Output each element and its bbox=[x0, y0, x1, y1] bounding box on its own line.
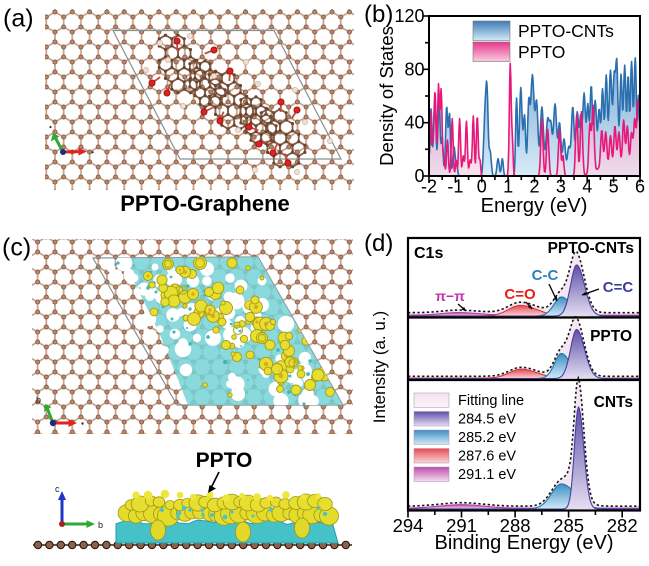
svg-text:282: 282 bbox=[607, 515, 638, 536]
svg-text:C1s: C1s bbox=[414, 245, 443, 262]
svg-text:Density of States: Density of States bbox=[376, 26, 397, 166]
svg-text:(b): (b) bbox=[364, 1, 393, 28]
svg-text:-1: -1 bbox=[447, 177, 463, 197]
svg-text:287.6 eV: 287.6 eV bbox=[458, 449, 516, 465]
svg-text:120: 120 bbox=[394, 6, 424, 26]
svg-text:80: 80 bbox=[404, 59, 424, 79]
svg-text:Energy (eV): Energy (eV) bbox=[481, 195, 588, 217]
svg-text:-2: -2 bbox=[421, 177, 437, 197]
svg-text:C-C: C-C bbox=[532, 267, 559, 284]
svg-text:291: 291 bbox=[446, 515, 477, 536]
svg-text:PPTO: PPTO bbox=[518, 42, 565, 62]
svg-text:b: b bbox=[36, 395, 41, 405]
svg-text:288: 288 bbox=[500, 515, 531, 536]
svg-text:Binding Energy (eV): Binding Energy (eV) bbox=[435, 532, 614, 554]
svg-text:(d): (d) bbox=[364, 230, 393, 257]
svg-text:294: 294 bbox=[393, 515, 424, 536]
svg-text:3: 3 bbox=[556, 177, 566, 197]
svg-text:Fitting line: Fitting line bbox=[458, 393, 524, 409]
svg-text:PPTO-CNTs: PPTO-CNTs bbox=[548, 240, 634, 257]
svg-text:PPTO-CNTs: PPTO-CNTs bbox=[518, 21, 614, 41]
svg-text:285: 285 bbox=[553, 515, 584, 536]
svg-text:291.1 eV: 291.1 eV bbox=[458, 467, 516, 483]
svg-text:c: c bbox=[55, 484, 60, 494]
svg-text:C=C: C=C bbox=[603, 279, 634, 296]
svg-text:6: 6 bbox=[635, 177, 645, 197]
svg-text:CNTs: CNTs bbox=[594, 394, 633, 411]
svg-text:40: 40 bbox=[404, 113, 424, 133]
svg-text:π−π: π−π bbox=[435, 288, 465, 304]
svg-text:PPTO: PPTO bbox=[196, 449, 253, 472]
svg-text:1: 1 bbox=[503, 177, 513, 197]
svg-text:5: 5 bbox=[609, 177, 619, 197]
svg-text:C=O: C=O bbox=[504, 286, 536, 303]
svg-text:0: 0 bbox=[414, 166, 424, 186]
svg-text:0: 0 bbox=[477, 177, 487, 197]
svg-text:284.5 eV: 284.5 eV bbox=[458, 412, 516, 428]
svg-text:(a): (a) bbox=[3, 5, 34, 33]
svg-text:285.2 eV: 285.2 eV bbox=[458, 430, 516, 446]
svg-text:4: 4 bbox=[582, 177, 592, 197]
svg-text:2: 2 bbox=[529, 177, 539, 197]
svg-text:(c): (c) bbox=[2, 234, 31, 262]
svg-text:b: b bbox=[98, 520, 103, 530]
svg-text:PPTO-Graphene: PPTO-Graphene bbox=[120, 191, 290, 216]
svg-text:Intensity (a. u.): Intensity (a. u.) bbox=[370, 311, 389, 423]
svg-text:PPTO: PPTO bbox=[590, 328, 632, 345]
